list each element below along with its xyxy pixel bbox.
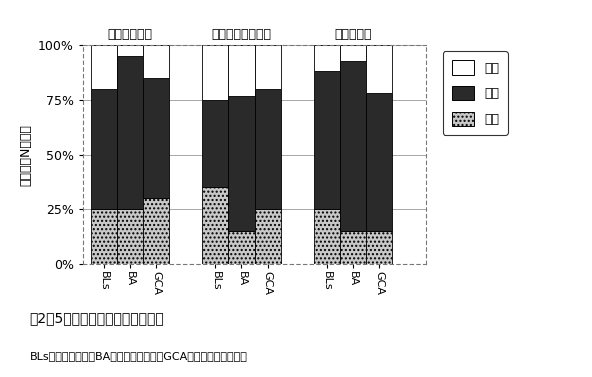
Bar (340, 61, 366, 231)
Bar (202, 187, 229, 264)
Bar (143, 78, 169, 198)
Bar (117, 209, 143, 264)
Bar (255, 209, 281, 264)
Text: テンサイ残渣: テンサイ残渣 (107, 28, 152, 41)
Bar (366, 45, 392, 93)
Bar (229, 45, 255, 95)
Bar (366, 231, 392, 264)
Bar (91, 89, 117, 209)
Bar (202, 45, 229, 100)
Text: BLs：褐色低地土，BA：褐色火山性土，GCA：湿性黒色火山性土: BLs：褐色低地土，BA：褐色火山性土，GCA：湿性黒色火山性土 (30, 351, 247, 361)
Bar (340, 231, 366, 264)
Bar (117, 45, 143, 56)
Bar (314, 72, 340, 209)
Bar (143, 45, 169, 78)
Bar (255, 89, 281, 209)
Y-axis label: 残渪由来Nの分布: 残渪由来Nの分布 (20, 124, 33, 185)
Bar (202, 100, 229, 187)
Bar (117, 56, 143, 209)
Bar (255, 45, 281, 89)
Bar (340, 45, 366, 61)
Bar (143, 198, 169, 264)
Bar (91, 209, 117, 264)
Bar (314, 209, 340, 264)
Bar (229, 95, 255, 231)
Bar (314, 45, 340, 72)
Legend: 不明, 土壌, 作物: 不明, 土壌, 作物 (443, 52, 508, 135)
Bar (229, 231, 255, 264)
Text: トウモロコシ残渣: トウモロコシ残渣 (211, 28, 272, 41)
Bar (91, 45, 117, 89)
Bar (366, 93, 392, 231)
Text: コムギ残渣: コムギ残渣 (334, 28, 372, 41)
Text: 図2　5作付け後の残渪窒素の分布: 図2 5作付け後の残渪窒素の分布 (30, 311, 165, 325)
